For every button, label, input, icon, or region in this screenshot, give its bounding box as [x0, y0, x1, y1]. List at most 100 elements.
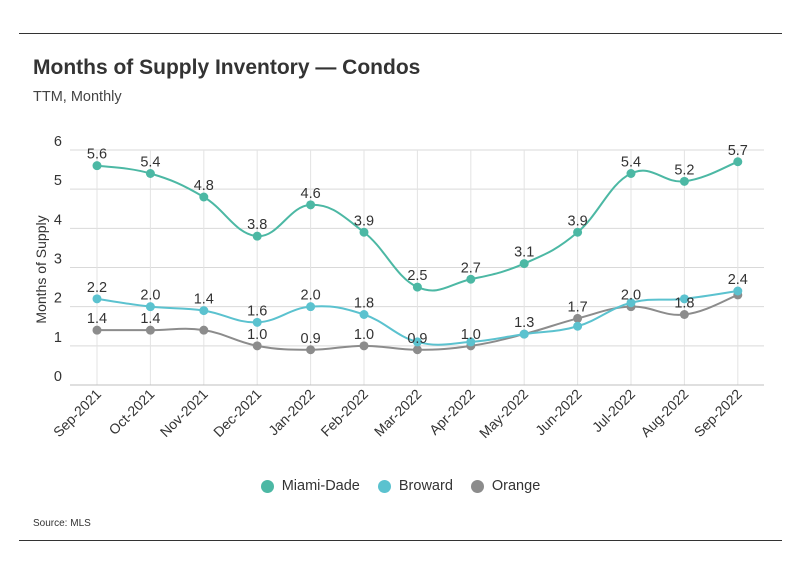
data-label: 4.8	[194, 178, 214, 194]
data-point	[573, 313, 583, 323]
chart-subtitle: TTM, Monthly	[33, 89, 122, 105]
data-point	[252, 231, 262, 241]
source-note: Source: MLS	[33, 518, 91, 529]
data-label: 1.6	[247, 303, 267, 319]
data-point	[466, 337, 476, 347]
data-point	[626, 298, 636, 308]
data-label: 1.7	[568, 299, 588, 315]
x-tick-label: Mar-2022	[371, 386, 425, 440]
y-tick-label: 1	[54, 330, 62, 346]
data-label: 2.5	[407, 268, 427, 284]
y-tick-label: 5	[54, 173, 62, 189]
x-tick-label: Oct-2021	[105, 386, 157, 438]
data-label: 1.0	[247, 327, 267, 343]
data-label: 3.1	[514, 245, 534, 261]
data-point	[199, 325, 209, 335]
data-point	[359, 341, 369, 351]
data-label: 4.6	[301, 186, 321, 202]
data-point	[626, 169, 636, 178]
data-point	[199, 192, 209, 202]
x-tick-label: Sep-2022	[691, 386, 745, 440]
data-point	[573, 227, 583, 237]
data-point	[679, 294, 689, 304]
data-label: 5.2	[674, 162, 694, 178]
y-axis-label: Months of Supply	[33, 215, 49, 323]
legend-marker	[470, 479, 484, 493]
legend-label: Orange	[491, 478, 541, 494]
data-point	[306, 200, 316, 210]
data-point	[199, 306, 209, 316]
data-label: 1.3	[514, 315, 534, 331]
x-tick-label: May-2022	[476, 386, 531, 441]
data-label: 0.9	[407, 331, 427, 347]
x-tick-label: Nov-2021	[157, 386, 211, 440]
data-label: 1.0	[354, 327, 374, 343]
data-label: 3.9	[354, 213, 374, 229]
data-point	[145, 325, 155, 335]
y-tick-label: 0	[54, 369, 62, 385]
x-tick-label: Apr-2022	[426, 386, 478, 438]
data-label: 5.4	[140, 155, 160, 171]
data-label: 2.0	[301, 288, 321, 304]
data-point	[145, 302, 155, 312]
legend-item-orange: Orange	[470, 478, 541, 494]
data-point	[679, 310, 689, 319]
x-tick-label: Dec-2021	[210, 386, 264, 440]
bottom-rule	[19, 540, 782, 541]
data-point	[679, 176, 689, 186]
data-label: 5.6	[87, 147, 107, 163]
data-point	[519, 259, 529, 269]
data-label: 2.4	[728, 272, 748, 288]
data-point	[252, 341, 262, 351]
y-tick-label: 2	[54, 291, 62, 307]
data-point	[145, 169, 155, 178]
y-tick-label: 3	[54, 252, 62, 268]
data-label: 5.7	[728, 143, 748, 159]
legend-label: Miami-Dade	[281, 478, 360, 494]
x-tick-label: Jan-2022	[265, 386, 318, 439]
data-point	[412, 345, 422, 355]
data-point	[573, 321, 583, 331]
data-label: 1.8	[674, 296, 694, 312]
y-tick-label: 4	[54, 212, 62, 228]
data-label: 1.4	[87, 311, 107, 327]
data-point	[359, 227, 369, 237]
chart-title: Months of Supply Inventory — Condos	[33, 56, 421, 79]
data-label: 1.0	[461, 327, 481, 343]
data-label: 2.0	[140, 288, 160, 304]
legend: Miami-Dade Broward Orange	[0, 478, 801, 494]
legend-label: Broward	[398, 478, 453, 494]
data-point	[466, 274, 476, 284]
legend-item-broward: Broward	[377, 478, 453, 494]
legend-item-miami-dade: Miami-Dade	[260, 478, 360, 494]
data-point	[92, 161, 102, 171]
data-point	[252, 317, 262, 327]
legend-marker	[377, 479, 391, 493]
x-tick-label: Jul-2022	[589, 386, 638, 435]
data-point	[92, 294, 102, 304]
data-point	[306, 345, 316, 355]
x-tick-label: Sep-2021	[50, 386, 104, 440]
data-point	[92, 325, 102, 335]
x-tick-label: Jun-2022	[532, 386, 585, 439]
data-point	[306, 302, 316, 312]
data-point	[412, 282, 422, 292]
data-label: 2.2	[87, 280, 107, 296]
x-tick-label: Aug-2022	[637, 386, 691, 440]
data-label: 2.0	[621, 288, 641, 304]
data-label: 0.9	[301, 331, 321, 347]
data-label: 5.4	[621, 155, 641, 171]
data-label: 1.4	[194, 292, 214, 308]
data-point	[359, 310, 369, 319]
y-tick-label: 6	[54, 134, 62, 150]
legend-marker	[260, 479, 274, 493]
data-point	[733, 286, 743, 296]
data-point	[519, 329, 529, 339]
data-label: 2.7	[461, 260, 481, 276]
data-label: 1.8	[354, 296, 374, 312]
data-label: 3.9	[568, 213, 588, 229]
data-label: 3.8	[247, 217, 267, 233]
data-point	[412, 337, 422, 347]
top-rule	[19, 33, 782, 34]
